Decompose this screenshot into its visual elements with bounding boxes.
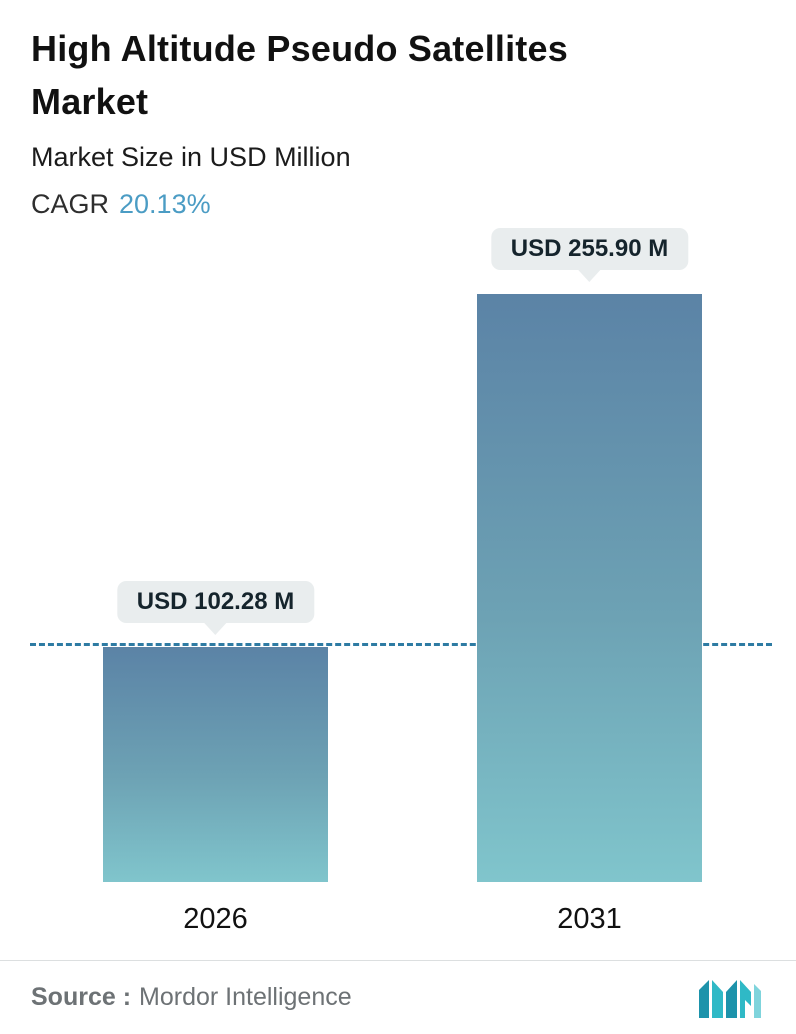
source-attribution: Source : Mordor Intelligence: [31, 983, 352, 1012]
chart-subtitle: Market Size in USD Million: [31, 142, 351, 172]
cagr-label: CAGR: [31, 189, 110, 219]
value-label-badge-2026: USD 102.28 M: [116, 581, 315, 635]
value-label-badge-2031: USD 255.90 M: [490, 228, 689, 282]
cagr-value: 20.13%: [119, 189, 211, 219]
value-label-2026: USD 102.28 M: [136, 588, 295, 615]
bar-chart: USD 102.28 M 2026 USD 255.90 M 2031: [28, 228, 772, 944]
axis-label-2031: 2031: [557, 903, 622, 935]
badge-pointer-icon: [578, 270, 601, 282]
chart-header: High Altitude Pseudo Satellites Market M…: [31, 22, 765, 220]
bar-2031: [477, 294, 702, 882]
bar-group-2031: USD 255.90 M 2031: [477, 228, 702, 944]
mordor-intelligence-logo: [699, 979, 761, 1018]
bar-2026: [103, 647, 328, 882]
cagr-row: CAGR 20.13%: [31, 189, 765, 220]
source-label: Source :: [31, 983, 132, 1011]
badge-pointer-icon: [204, 623, 227, 635]
value-label-2031: USD 255.90 M: [510, 235, 669, 262]
axis-label-2026: 2026: [183, 903, 248, 935]
source-value: Mordor Intelligence: [139, 983, 352, 1011]
chart-title: High Altitude Pseudo Satellites Market: [31, 28, 568, 122]
bar-group-2026: USD 102.28 M 2026: [103, 232, 328, 944]
footer: Source : Mordor Intelligence: [0, 960, 796, 1034]
dashed-guideline: [30, 643, 772, 646]
